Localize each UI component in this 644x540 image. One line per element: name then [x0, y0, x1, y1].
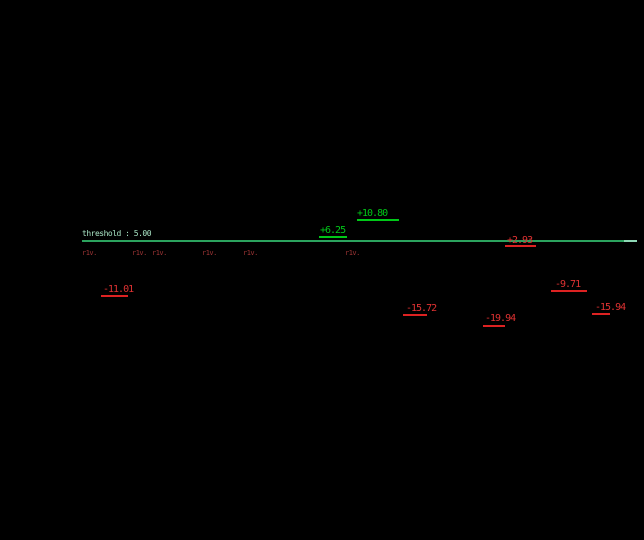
- score-label-negative: -19.94: [485, 313, 516, 324]
- score-underline: [551, 290, 587, 292]
- marker-label: r1v.: [82, 249, 97, 257]
- score-label-negative: +2.93: [507, 235, 533, 246]
- score-underline: [101, 295, 128, 297]
- score-underline: [357, 219, 399, 221]
- score-label-negative: -15.94: [595, 302, 626, 313]
- score-underline: [319, 236, 347, 238]
- marker-label: r1v.: [243, 249, 258, 257]
- marker-label: r1v.: [345, 249, 360, 257]
- score-label-positive: +10.80: [357, 208, 388, 219]
- score-underline: [483, 325, 505, 327]
- marker-label: r1v.: [202, 249, 217, 257]
- marker-label: r1v.: [152, 249, 167, 257]
- threshold-line: [82, 240, 624, 242]
- score-underline: [505, 245, 536, 247]
- score-label-negative: -11.01: [103, 284, 134, 295]
- score-label-negative: -9.71: [555, 279, 581, 290]
- score-underline: [403, 314, 427, 316]
- score-label-negative: -15.72: [406, 303, 437, 314]
- threshold-label: threshold : 5.00: [82, 229, 152, 238]
- score-underline: [592, 313, 610, 315]
- marker-label: r1v.: [132, 249, 147, 257]
- threshold-line-end: [624, 240, 637, 242]
- score-label-positive: +6.25: [320, 225, 346, 236]
